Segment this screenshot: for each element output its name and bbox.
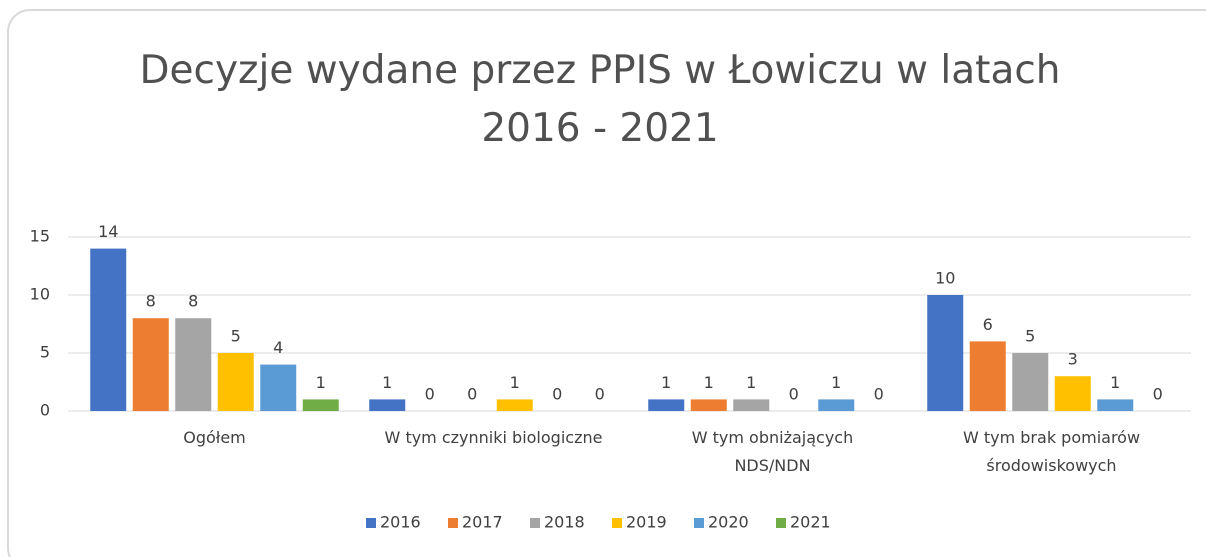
y-tick-label: 0 xyxy=(40,401,50,420)
data-label: 14 xyxy=(98,222,118,241)
bar xyxy=(90,248,127,411)
data-label: 8 xyxy=(146,292,156,311)
data-label: 0 xyxy=(552,385,562,404)
data-label: 1 xyxy=(1110,373,1120,392)
legend-swatch xyxy=(612,518,622,528)
bar xyxy=(1012,353,1049,411)
data-label: 0 xyxy=(425,385,435,404)
data-label: 4 xyxy=(273,338,283,357)
data-label: 0 xyxy=(595,385,605,404)
legend-swatch xyxy=(776,518,786,528)
bar xyxy=(260,364,297,411)
legend-label: 2016 xyxy=(380,513,421,532)
data-label: 6 xyxy=(983,315,993,334)
x-tick-label: W tym obniżających NDS/NDN xyxy=(691,428,854,475)
legend-swatch xyxy=(448,518,458,528)
legend-label: 2018 xyxy=(544,513,585,532)
x-tick-label: W tym brak pomiarów środowiskowych xyxy=(962,428,1141,475)
data-label: 10 xyxy=(935,269,955,288)
bar xyxy=(1054,376,1091,411)
chart-title: Decyzje wydane przez PPIS w Łowiczu w la… xyxy=(139,48,1061,151)
bar xyxy=(217,353,254,411)
bar xyxy=(733,399,770,411)
data-label: 5 xyxy=(1025,327,1035,346)
data-label: 1 xyxy=(661,373,671,392)
legend-label: 2019 xyxy=(626,513,667,532)
legend-swatch xyxy=(694,518,704,528)
legend-label: 2021 xyxy=(790,513,831,532)
bar xyxy=(302,399,339,411)
y-tick-label: 10 xyxy=(30,285,50,304)
bar xyxy=(132,318,169,411)
x-tick-label: Ogółem xyxy=(183,428,246,447)
bar xyxy=(927,295,964,411)
data-label: 0 xyxy=(467,385,477,404)
bar xyxy=(1097,399,1134,411)
data-label: 1 xyxy=(382,373,392,392)
bar xyxy=(175,318,212,411)
chart-border xyxy=(7,9,1206,557)
data-label: 1 xyxy=(704,373,714,392)
legend-swatch xyxy=(530,518,540,528)
bar xyxy=(818,399,855,411)
bar xyxy=(969,341,1006,411)
data-label: 1 xyxy=(316,373,326,392)
data-label: 1 xyxy=(831,373,841,392)
bar xyxy=(648,399,685,411)
data-label: 0 xyxy=(789,385,799,404)
data-label: 3 xyxy=(1068,350,1078,369)
bar xyxy=(369,399,406,411)
bar xyxy=(690,399,727,411)
data-label: 0 xyxy=(1153,385,1163,404)
data-label: 1 xyxy=(510,373,520,392)
y-tick-label: 5 xyxy=(40,343,50,362)
data-label: 1 xyxy=(746,373,756,392)
legend-swatch xyxy=(366,518,376,528)
legend-label: 2017 xyxy=(462,513,503,532)
data-label: 0 xyxy=(874,385,884,404)
bar xyxy=(496,399,533,411)
y-tick-label: 15 xyxy=(30,227,50,246)
data-label: 8 xyxy=(188,292,198,311)
data-label: 5 xyxy=(231,327,241,346)
legend-label: 2020 xyxy=(708,513,749,532)
x-tick-label: W tym czynniki biologiczne xyxy=(384,428,603,447)
